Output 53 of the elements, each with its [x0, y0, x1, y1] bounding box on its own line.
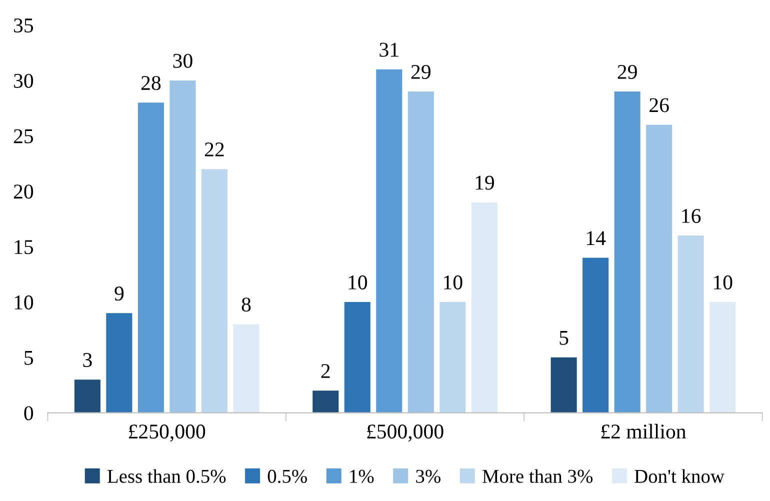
x-tick-label: £2 million: [601, 424, 686, 439]
bar: [710, 302, 736, 413]
bar: [646, 124, 672, 413]
data-label: 3: [83, 353, 92, 368]
data-label: 10: [348, 275, 368, 290]
legend-label: 1%: [350, 470, 374, 483]
bar: [550, 357, 577, 413]
y-tick-label: 30: [14, 74, 34, 88]
bar: [678, 236, 704, 413]
legend-label: 3%: [416, 470, 440, 483]
y-tick-label: 35: [14, 18, 34, 32]
bar: [106, 313, 132, 413]
data-label: 16: [682, 208, 701, 223]
bar: [376, 69, 402, 413]
legend-label: Less than 0.5%: [107, 469, 226, 483]
bar: [138, 102, 164, 413]
y-tick-label: 15: [14, 240, 34, 254]
data-label: 14: [586, 231, 606, 245]
legend-label: More than 3%: [482, 469, 593, 483]
legend-label: 0.5%: [268, 470, 307, 483]
bar: [74, 380, 100, 413]
bar: [170, 80, 196, 413]
data-label: 30: [173, 54, 192, 68]
bar: [233, 324, 260, 413]
bar: [471, 202, 498, 413]
x-tick-label: £500,000: [367, 424, 444, 442]
y-tick-label: 0: [24, 406, 34, 420]
bar: [582, 258, 609, 413]
data-label: 29: [618, 64, 637, 79]
y-tick-label: 25: [14, 129, 34, 144]
data-label: 2: [321, 364, 330, 378]
data-label: 19: [476, 176, 494, 190]
bar: [312, 390, 339, 413]
y-tick-label: 5: [24, 351, 34, 365]
data-label: 29: [411, 64, 430, 79]
legend-label: Don't know: [634, 469, 724, 483]
data-label: 22: [204, 142, 224, 156]
bar: [344, 302, 370, 413]
data-label: 9: [114, 286, 124, 301]
bar: [614, 92, 640, 413]
data-label: 10: [714, 275, 732, 290]
data-label: 31: [380, 42, 398, 57]
data-label: 10: [444, 275, 462, 290]
bar: [440, 302, 466, 413]
bar: [201, 169, 228, 413]
data-label: 8: [242, 298, 251, 312]
x-tick-label: £250,000: [129, 424, 206, 442]
data-label: 28: [141, 76, 161, 90]
bar: [408, 92, 434, 413]
y-tick-label: 10: [14, 295, 34, 310]
data-label: 26: [650, 98, 669, 112]
data-label: 5: [560, 331, 568, 345]
y-tick-label: 20: [14, 184, 34, 199]
